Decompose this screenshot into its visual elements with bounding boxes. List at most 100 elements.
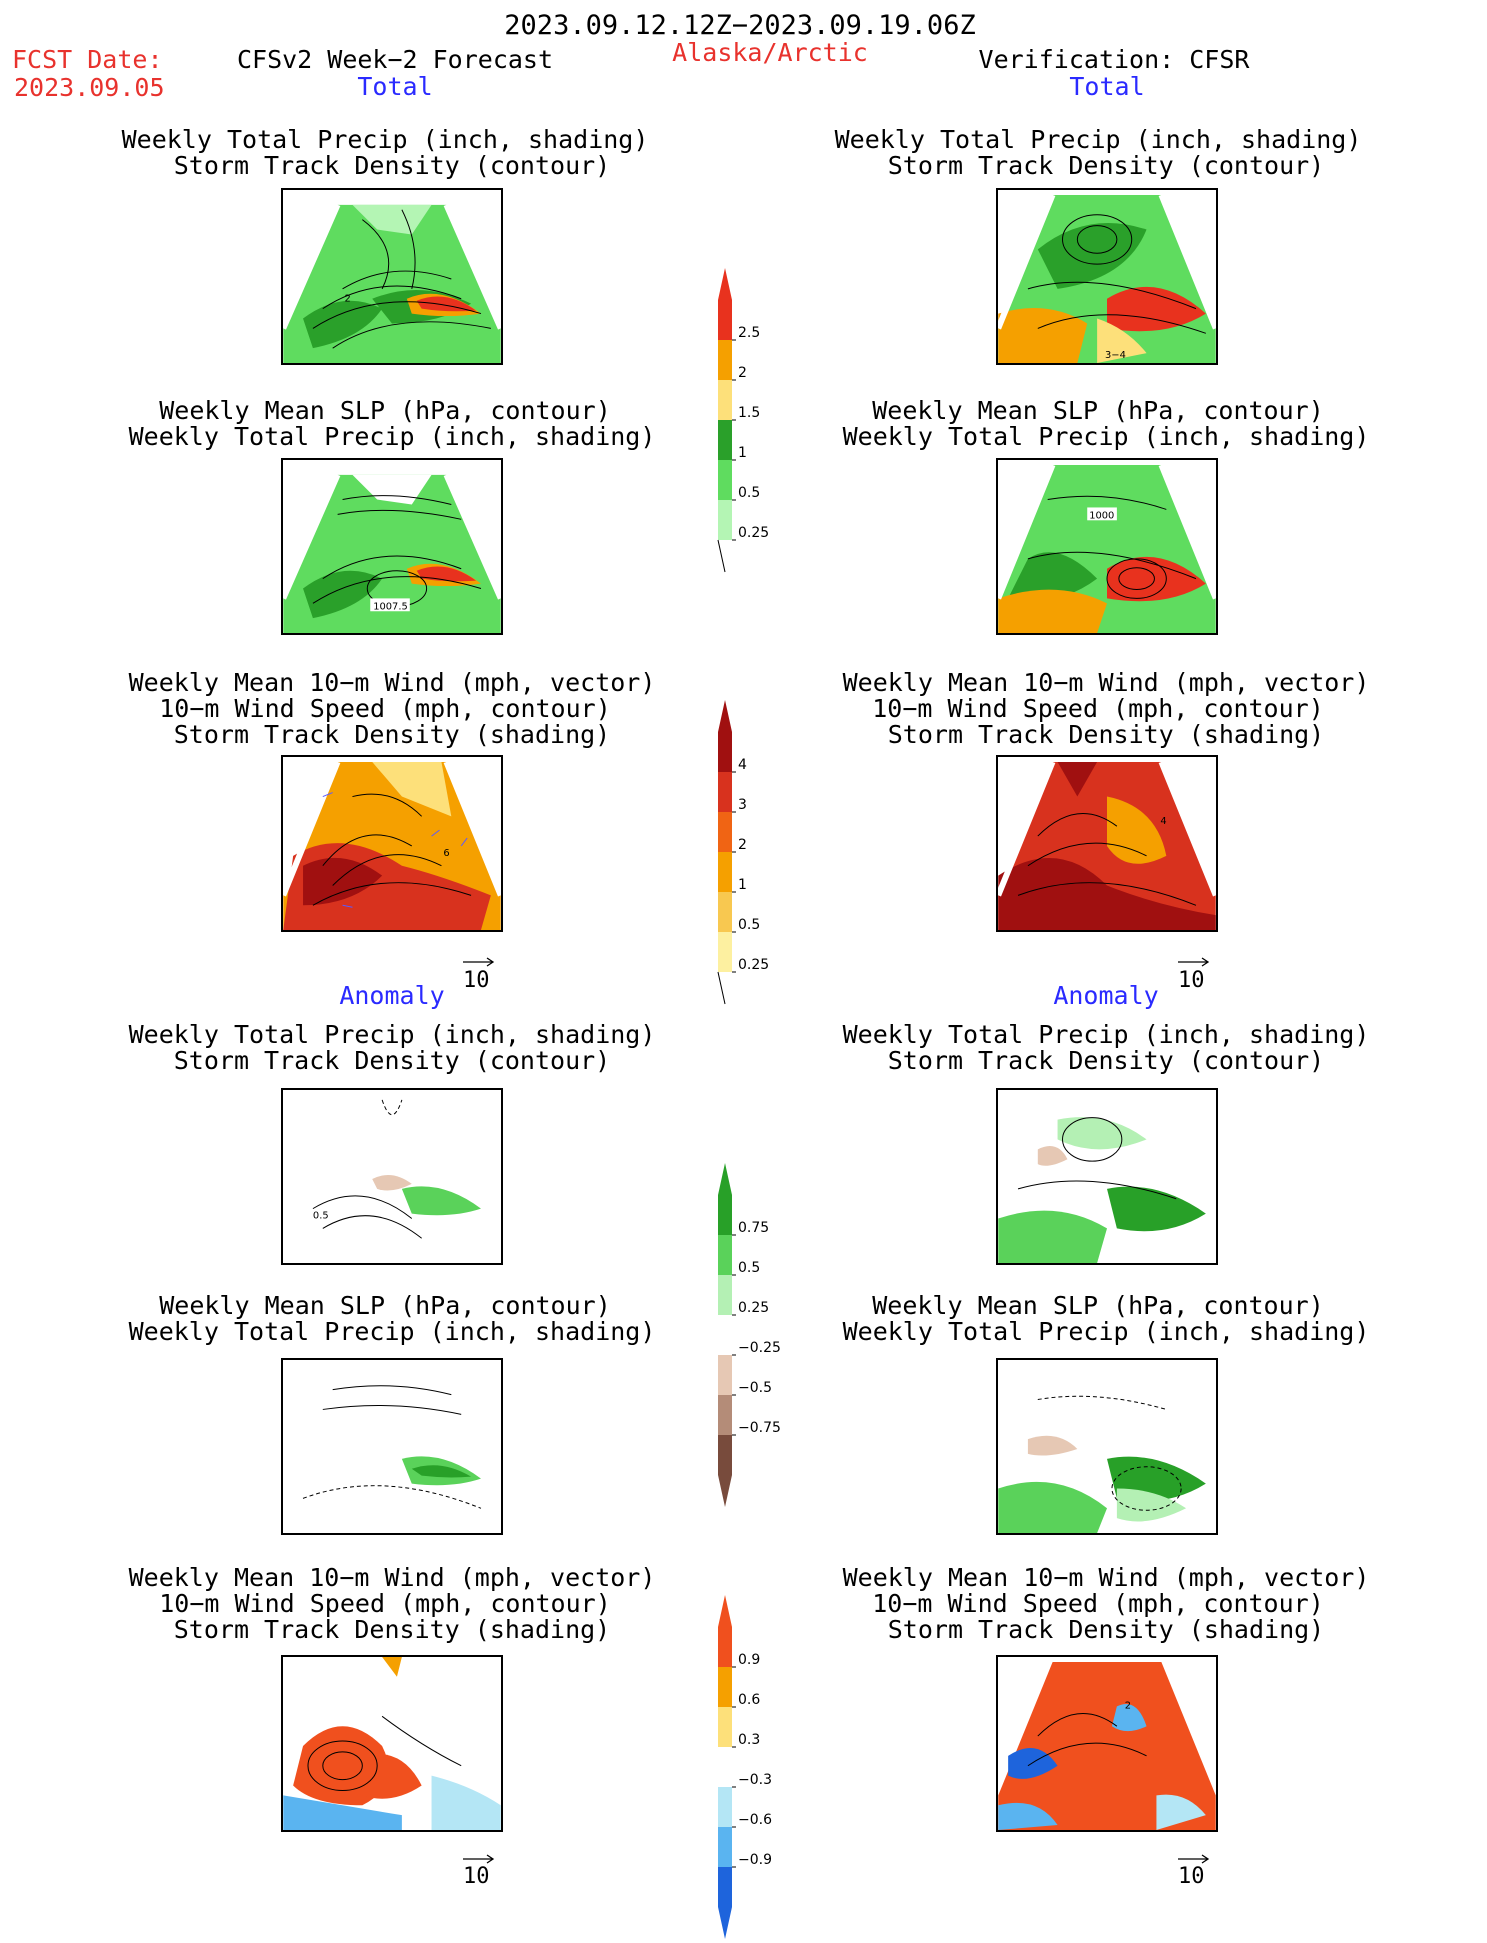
panel-label: 6 <box>443 848 449 859</box>
title-fc-anom-wind-1: Weekly Mean 10−m Wind (mph, vector) <box>128 1563 656 1592</box>
title-fc-total-wind-3: Storm Track Density (shading) <box>173 720 611 749</box>
colorbar-swatch <box>718 892 732 932</box>
colorbar-tick-label: −0.9 <box>738 1852 772 1868</box>
map-ver-total-wind: 4 <box>996 755 1218 932</box>
colorbar-top-arrow <box>718 700 732 732</box>
vector-ref-ver-total <box>1178 953 1212 972</box>
colorbar-tick-label: 0.5 <box>738 1260 760 1276</box>
colorbar-swatch <box>718 1827 732 1867</box>
colorbar-swatch <box>718 1707 732 1747</box>
title-fc-anom-wind-2: 10−m Wind Speed (mph, contour) <box>159 1589 611 1618</box>
panel-label: 1007.5 <box>373 601 408 612</box>
title-fc-anom-wind-3: Storm Track Density (shading) <box>173 1615 611 1644</box>
colorbar-tick-label: 1.5 <box>738 405 760 421</box>
colorbar-swatch <box>718 732 732 772</box>
colorbar-tick-label: −0.5 <box>738 1380 772 1396</box>
colorbar-tick-label: 0.9 <box>738 1652 760 1668</box>
colorbar-tick-label: 0.3 <box>738 1732 760 1748</box>
map-ver-anom-slp <box>996 1358 1218 1535</box>
panel-label: 1000 <box>1089 510 1114 521</box>
title-fc-total-slp-1: Weekly Mean SLP (hPa, contour) <box>159 396 611 425</box>
title-ver-anom-wind-1: Weekly Mean 10−m Wind (mph, vector) <box>842 1563 1370 1592</box>
vector-ref-label: 10 <box>463 1864 490 1889</box>
colorbar-swatch <box>718 1195 732 1235</box>
colorbar-tick-label: 0.25 <box>738 957 769 973</box>
colorbar-swatch <box>718 1355 732 1395</box>
colorbar-swatch <box>718 1315 732 1355</box>
title-ver-total-wind-2: 10−m Wind Speed (mph, contour) <box>872 694 1324 723</box>
colorbar-top-arrow <box>718 268 732 300</box>
map-ver-anom-wind: 2 <box>996 1655 1218 1832</box>
colorbar-tick-label: 0.75 <box>738 1220 769 1236</box>
colorbar-tick-label: −0.75 <box>738 1420 781 1436</box>
colorbar-swatch <box>718 1627 732 1667</box>
colorbar-tick-label: −0.6 <box>738 1812 772 1828</box>
section-total-verification: Total <box>1069 72 1145 101</box>
map-ver-anom-precip <box>996 1088 1218 1265</box>
vector-ref-fc-anom <box>463 1850 497 1869</box>
colorbar-top-arrow <box>718 1163 732 1195</box>
colorbar-bottom-arrow <box>718 1907 732 1939</box>
vector-ref-label: 10 <box>463 968 490 993</box>
section-anomaly-forecast: Anomaly <box>339 981 445 1010</box>
title-ver-total-slp-2: Weekly Total Precip (inch, shading) <box>842 422 1370 451</box>
colorbar-swatch <box>718 1435 732 1475</box>
colorbar-bottom-tail <box>717 971 726 1005</box>
colorbar-swatch <box>718 1667 732 1707</box>
colorbar-swatch <box>718 772 732 812</box>
colorbar-swatch <box>718 500 732 540</box>
title-fc-anom-slp-1: Weekly Mean SLP (hPa, contour) <box>159 1291 611 1320</box>
title-ver-total-wind-3: Storm Track Density (shading) <box>887 720 1325 749</box>
title-fc-total-precip-1: Weekly Total Precip (inch, shading) <box>121 125 649 154</box>
colorbar-tick-label: 2 <box>738 837 747 853</box>
colorbar-precip-anom: 0.75 0.5 0.25 −0.25 −0.5 −0.75 <box>718 1163 798 1511</box>
colorbar-tick-label: −0.25 <box>738 1340 781 1356</box>
colorbar-tick-label: −0.3 <box>738 1772 772 1788</box>
section-total-forecast: Total <box>357 72 433 101</box>
title-ver-anom-slp-1: Weekly Mean SLP (hPa, contour) <box>872 1291 1324 1320</box>
colorbar-swatch <box>718 1747 732 1787</box>
title-fc-anom-precip-1: Weekly Total Precip (inch, shading) <box>128 1020 656 1049</box>
title-ver-anom-precip-2: Storm Track Density (contour) <box>887 1046 1325 1075</box>
vector-ref-fc-total <box>463 953 497 972</box>
colorbar-tick-label: 0.25 <box>738 1300 769 1316</box>
colorbar-swatch <box>718 300 732 340</box>
colorbar-tick-label: 1 <box>738 445 747 461</box>
colorbar-bottom-tail <box>717 539 726 573</box>
map-ver-total-precip: 3−4 <box>996 188 1218 365</box>
colorbar-bottom-arrow <box>718 1475 732 1507</box>
colorbar-swatch <box>718 1787 732 1827</box>
colorbar-tick-label: 1 <box>738 877 747 893</box>
colorbar-swatch <box>718 380 732 420</box>
map-fc-anom-wind <box>281 1655 503 1832</box>
colorbar-precip-total: 2.5 2 1.5 1 0.5 0.25 <box>717 268 798 576</box>
region-name: Alaska/Arctic <box>672 38 868 67</box>
title-fc-total-slp-2: Weekly Total Precip (inch, shading) <box>128 422 656 451</box>
colorbar-tick-label: 0.5 <box>738 485 760 501</box>
map-fc-total-slp: 1007.5 <box>281 458 503 635</box>
colorbar-swatch <box>718 420 732 460</box>
title-ver-total-precip-2: Storm Track Density (contour) <box>887 151 1325 180</box>
title-ver-total-slp-1: Weekly Mean SLP (hPa, contour) <box>872 396 1324 425</box>
panel-label: 4 <box>1160 816 1166 827</box>
forecast-period: 2023.09.12.12Z−2023.09.19.06Z <box>504 10 976 41</box>
colorbar-tick-label: 4 <box>738 757 747 773</box>
title-fc-anom-precip-2: Storm Track Density (contour) <box>173 1046 611 1075</box>
colorbar-top-arrow <box>718 1595 732 1627</box>
title-fc-total-wind-2: 10−m Wind Speed (mph, contour) <box>159 694 611 723</box>
colorbar-tick-label: 0.25 <box>738 525 769 541</box>
title-ver-anom-precip-1: Weekly Total Precip (inch, shading) <box>842 1020 1370 1049</box>
colorbar-swatch <box>718 1235 732 1275</box>
colorbar-tick-label: 0.5 <box>738 917 760 933</box>
colorbar-swatch <box>718 1275 732 1315</box>
panel-label: 2 <box>1125 1700 1131 1711</box>
colorbar-swatch <box>718 812 732 852</box>
panel-label: 0.5 <box>313 1211 329 1222</box>
colorbar-tick-label: 3 <box>738 797 747 813</box>
colorbar-tick-label: 2 <box>738 365 747 381</box>
map-fc-total-wind: 6 <box>281 755 503 932</box>
map-fc-anom-slp <box>281 1358 503 1535</box>
map-fc-anom-precip: 0.5 <box>281 1088 503 1265</box>
colorbar-storm-anom: 0.9 0.6 0.3 −0.3 −0.6 −0.9 <box>718 1595 798 1943</box>
map-fc-total-precip: 2 <box>281 188 503 365</box>
